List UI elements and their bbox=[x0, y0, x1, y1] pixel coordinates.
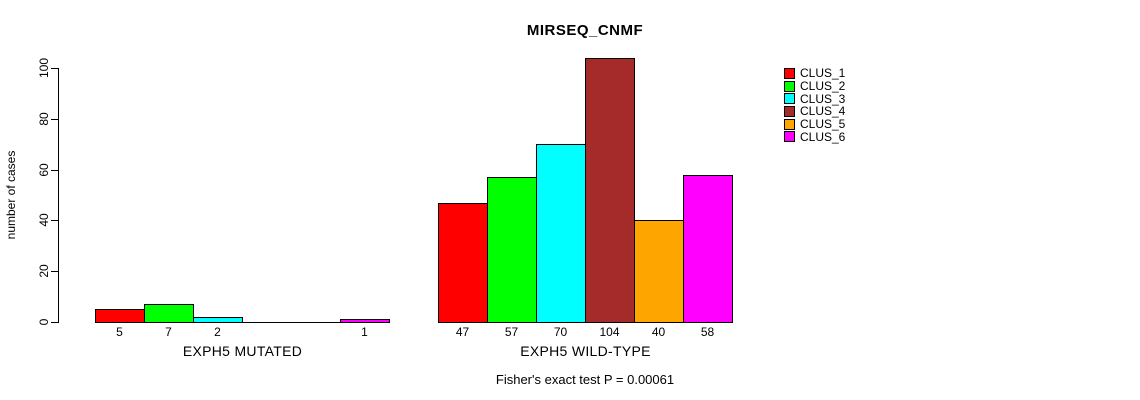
fisher-test-annotation: Fisher's exact test P = 0.00061 bbox=[495, 372, 675, 387]
y-tick bbox=[51, 118, 58, 120]
y-tick bbox=[51, 68, 58, 69]
legend-label: CLUS_1 bbox=[800, 66, 846, 81]
bar-value-label: 47 bbox=[455, 325, 470, 339]
bar-value-label: 7 bbox=[165, 325, 172, 339]
legend-label: CLUS_4 bbox=[800, 104, 846, 119]
bar-value-label: 40 bbox=[651, 325, 666, 339]
legend-label: CLUS_6 bbox=[800, 129, 846, 144]
legend-swatch bbox=[784, 80, 795, 92]
bar-value-label: 58 bbox=[700, 325, 715, 339]
bar-clus_5 bbox=[634, 220, 684, 323]
bar-clus_1 bbox=[95, 309, 145, 323]
legend-swatch bbox=[784, 93, 795, 105]
y-tick bbox=[51, 271, 58, 273]
legend-label: CLUS_5 bbox=[800, 117, 846, 132]
y-tick-label: 80 bbox=[37, 112, 51, 126]
y-tick-label: 40 bbox=[37, 213, 51, 228]
chart-title: MIRSEQ_CNMF bbox=[526, 22, 644, 39]
y-tick bbox=[51, 322, 58, 323]
legend-swatch bbox=[784, 118, 795, 130]
bar-value-label: 2 bbox=[214, 325, 221, 339]
bar-value-label: 5 bbox=[116, 325, 123, 339]
bar-clus_6 bbox=[683, 175, 733, 323]
legend-swatch bbox=[784, 131, 795, 143]
legend-label: CLUS_3 bbox=[800, 91, 846, 106]
bar-value-label: 104 bbox=[599, 325, 620, 339]
legend-swatch bbox=[784, 67, 795, 79]
y-tick-label: 0 bbox=[37, 318, 51, 326]
y-tick bbox=[51, 169, 58, 171]
bar-clus_3 bbox=[536, 144, 586, 323]
bar-clus_6 bbox=[340, 319, 390, 323]
y-axis-line bbox=[58, 68, 59, 323]
legend: CLUS_1 CLUS_2 CLUS_3 CLUS_4 CLUS_5 CLUS_6 bbox=[784, 67, 845, 143]
legend-item: CLUS_6 bbox=[784, 130, 845, 143]
bar-clus_2 bbox=[487, 177, 537, 323]
bar-clus_2 bbox=[144, 304, 194, 323]
bar-clus_1 bbox=[438, 203, 488, 323]
legend-item: CLUS_4 bbox=[784, 105, 845, 118]
bar-clus_3 bbox=[193, 317, 243, 323]
y-axis-label: number of cases bbox=[4, 150, 18, 240]
legend-item: CLUS_3 bbox=[784, 92, 845, 105]
group-label: EXPH5 MUTATED bbox=[182, 343, 303, 359]
bar-value-label: 57 bbox=[504, 325, 519, 339]
bar-clus_4 bbox=[585, 58, 635, 323]
y-tick-label: 60 bbox=[37, 162, 51, 177]
legend-label: CLUS_2 bbox=[800, 79, 846, 94]
y-tick-label: 20 bbox=[37, 264, 51, 278]
y-tick-label: 100 bbox=[37, 57, 51, 79]
bar-value-label: 1 bbox=[361, 325, 368, 339]
group-label: EXPH5 WILD-TYPE bbox=[520, 343, 651, 359]
legend-item: CLUS_1 bbox=[784, 67, 845, 80]
y-tick bbox=[51, 220, 58, 222]
legend-item: CLUS_2 bbox=[784, 80, 845, 93]
bar-value-label: 70 bbox=[553, 325, 568, 339]
legend-item: CLUS_5 bbox=[784, 118, 845, 131]
legend-swatch bbox=[784, 105, 795, 117]
